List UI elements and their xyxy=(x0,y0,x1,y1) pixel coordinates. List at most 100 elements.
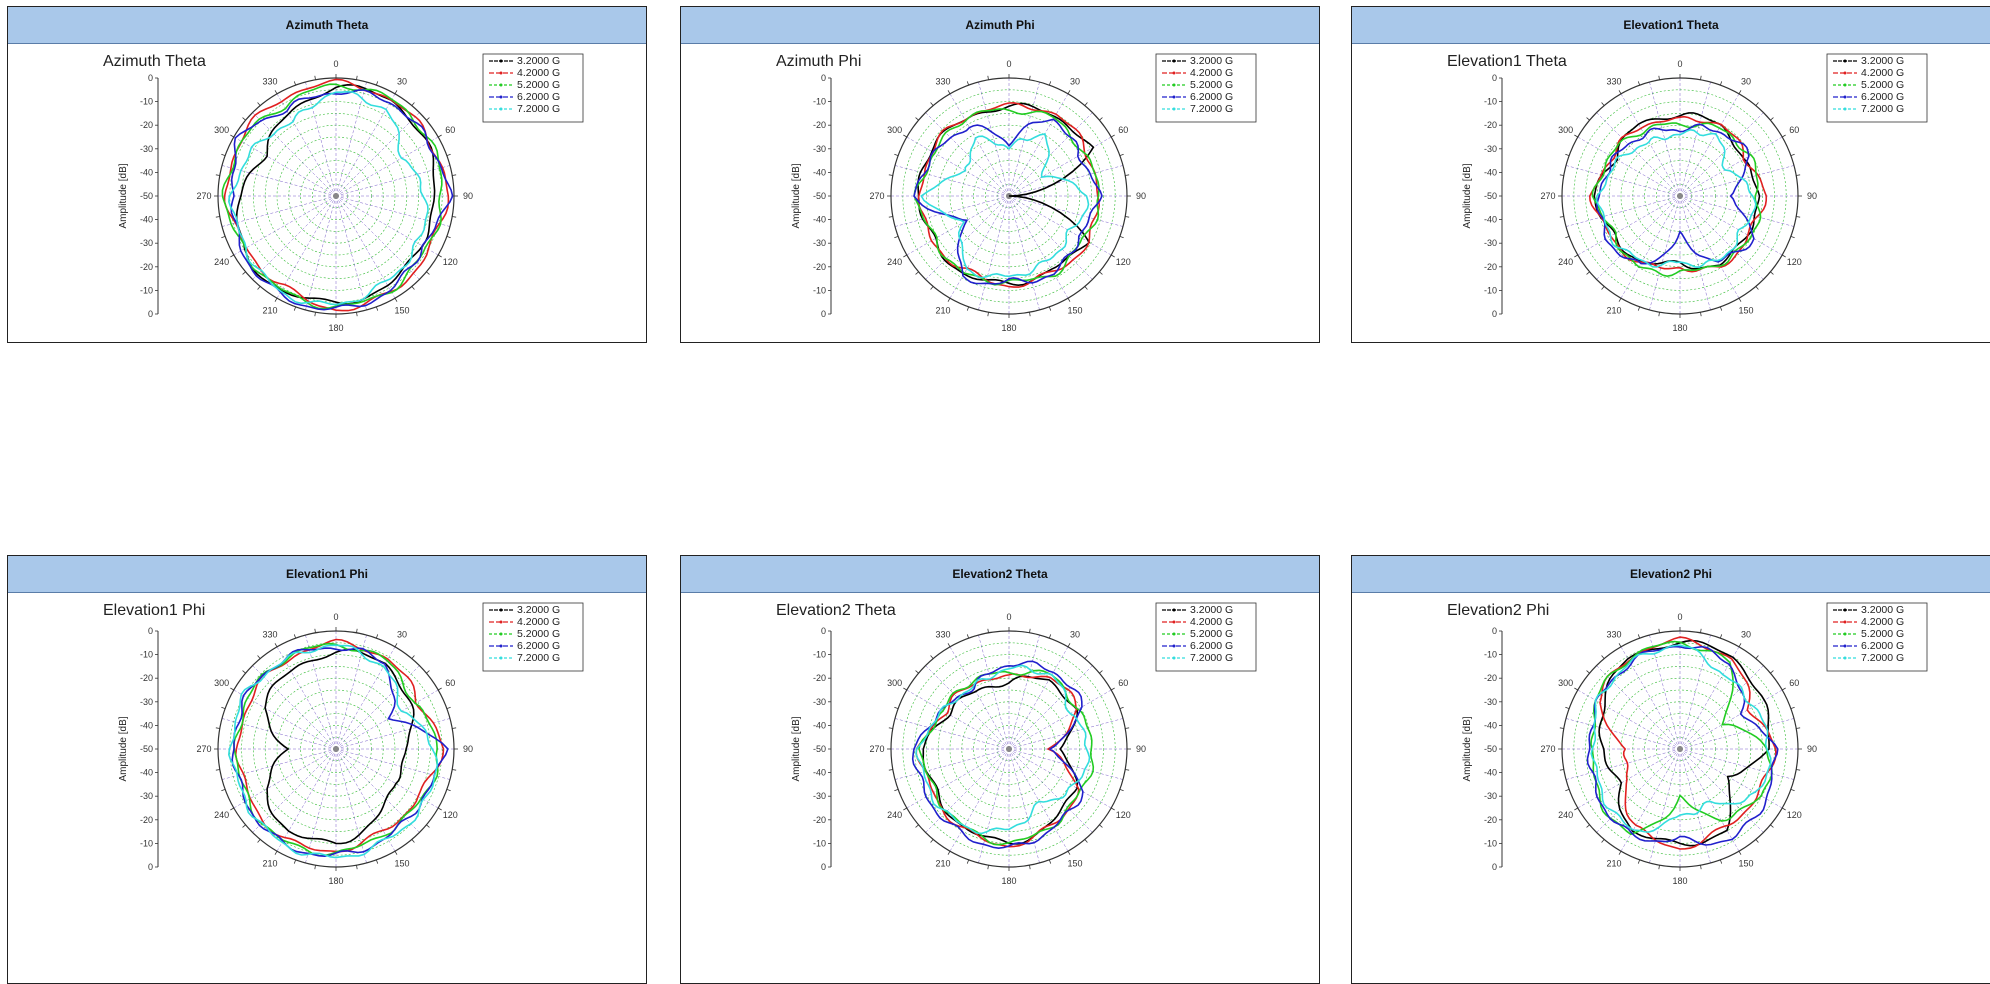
angle-tick-mark xyxy=(411,286,415,290)
angle-tick-mark xyxy=(1067,850,1071,855)
radial-tick-label: -40 xyxy=(813,215,826,225)
radial-tick-label: -40 xyxy=(813,167,826,177)
y-axis-label: Amplitude [dB] xyxy=(1462,716,1473,781)
grid-spoke xyxy=(1679,665,1764,750)
angle-tick-label: 180 xyxy=(1672,876,1687,886)
angle-tick-mark xyxy=(1601,655,1605,659)
angle-tick-mark xyxy=(1586,271,1590,275)
series-line-5 xyxy=(915,664,1091,835)
angle-tick-mark xyxy=(356,865,358,870)
legend-marker xyxy=(1172,620,1176,624)
angle-tick-mark xyxy=(1125,174,1130,176)
angle-tick-mark xyxy=(1790,706,1795,710)
legend-label: 3.2000 G xyxy=(1861,604,1904,616)
grid-spoke xyxy=(978,634,1010,750)
angle-tick-mark xyxy=(242,271,246,275)
radial-tick-label: 0 xyxy=(821,309,826,319)
angle-tick-mark xyxy=(1099,117,1103,121)
grid-ring xyxy=(985,172,1033,220)
panel-header: Elevation1 Phi xyxy=(8,556,646,593)
angle-tick-label: 60 xyxy=(445,678,455,688)
angle-tick-label: 60 xyxy=(445,125,455,135)
grid-ring xyxy=(985,725,1033,773)
angle-tick-mark xyxy=(1110,254,1115,258)
angle-tick-mark xyxy=(411,655,415,659)
angle-tick-label: 210 xyxy=(1606,305,1621,315)
legend-box xyxy=(1155,53,1257,123)
angle-tick-mark xyxy=(1719,306,1723,311)
angle-tick-label: 30 xyxy=(1741,630,1751,640)
series-line-4 xyxy=(231,647,449,858)
angle-tick-mark xyxy=(1796,216,1801,218)
angle-tick-mark xyxy=(987,75,989,80)
grid-spoke xyxy=(252,112,337,197)
legend-marker xyxy=(1172,59,1176,63)
series-line-3 xyxy=(1591,122,1762,278)
legend-marker xyxy=(1172,83,1176,87)
angle-tick-mark xyxy=(930,655,934,659)
angle-tick-mark xyxy=(1658,865,1660,870)
angle-tick-mark xyxy=(1084,839,1088,843)
angle-tick-mark xyxy=(888,174,893,176)
series-line-3 xyxy=(232,642,439,857)
grid-spoke xyxy=(1577,689,1681,750)
angle-tick-mark xyxy=(1601,102,1605,106)
angle-tick-label: 0 xyxy=(1006,612,1011,622)
angle-tick-mark xyxy=(1770,271,1774,275)
grid-spoke xyxy=(233,689,337,750)
angle-tick-mark xyxy=(966,859,970,864)
angle-tick-mark xyxy=(1586,117,1590,121)
legend-marker xyxy=(499,656,503,660)
grid-spoke xyxy=(1679,195,1795,227)
panel-header: Azimuth Phi xyxy=(681,7,1319,44)
angle-tick-mark xyxy=(1601,839,1605,843)
angle-tick-mark xyxy=(274,850,278,855)
grid-ring xyxy=(312,725,360,773)
radial-tick-label: -10 xyxy=(140,650,153,660)
angle-tick-mark xyxy=(1559,216,1564,218)
grid-spoke xyxy=(925,112,1010,197)
grid-spoke xyxy=(276,195,337,299)
angle-tick-mark xyxy=(446,788,451,792)
angle-tick-label: 120 xyxy=(443,810,458,820)
angle-tick-mark xyxy=(947,850,951,855)
chart-panel-elevation1-phi: Elevation1 Phi Elevation1 Phi 0 30 60 90 120 1… xyxy=(7,555,647,984)
chart-panel-elevation2-phi: Elevation2 Phi Elevation2 Phi 0 30 60 90 120 1… xyxy=(1351,555,1990,984)
angle-tick-mark xyxy=(1637,81,1641,86)
angle-tick-label: 90 xyxy=(463,191,473,201)
angle-tick-mark xyxy=(1125,727,1130,729)
legend-label: 7.2000 G xyxy=(1190,652,1233,664)
angle-tick-mark xyxy=(894,153,899,157)
legend-box xyxy=(1826,53,1928,123)
angle-tick-mark xyxy=(375,306,379,311)
angle-tick-mark xyxy=(1565,235,1570,239)
angle-tick-mark xyxy=(1565,706,1570,710)
chart-title: Elevation1 Theta xyxy=(1447,53,1567,70)
grid-spoke xyxy=(252,195,337,280)
legend-marker xyxy=(1843,608,1847,612)
angle-tick-mark xyxy=(1574,687,1579,691)
radial-tick-label: -30 xyxy=(1484,144,1497,154)
grid-spoke xyxy=(1679,136,1783,197)
legend-marker xyxy=(1843,95,1847,99)
angle-tick-mark xyxy=(1119,235,1124,239)
angle-tick-mark xyxy=(242,117,246,121)
angle-tick-mark xyxy=(1099,670,1103,674)
angle-tick-mark xyxy=(894,788,899,792)
angle-tick-mark xyxy=(1574,134,1579,138)
angle-tick-mark xyxy=(915,824,919,828)
chart-panel-elevation2-theta: Elevation2 Theta Elevation2 Theta 0 30 60 90… xyxy=(680,555,1320,984)
angle-tick-label: 90 xyxy=(1807,744,1817,754)
radial-tick-label: -40 xyxy=(1484,167,1497,177)
angle-tick-mark xyxy=(966,634,970,639)
angle-tick-mark xyxy=(411,102,415,106)
radial-tick-label: -30 xyxy=(1484,238,1497,248)
angle-tick-mark xyxy=(1781,134,1786,138)
angle-tick-mark xyxy=(903,134,908,138)
radial-tick-label: -20 xyxy=(140,120,153,130)
angle-tick-mark xyxy=(947,297,951,302)
angle-tick-label: 0 xyxy=(333,612,338,622)
legend-marker xyxy=(1172,656,1176,660)
polar-chart: Elevation2 Theta 0 30 60 90 120 150 180 210 240 27… xyxy=(776,602,1257,886)
angle-tick-mark xyxy=(452,769,457,771)
